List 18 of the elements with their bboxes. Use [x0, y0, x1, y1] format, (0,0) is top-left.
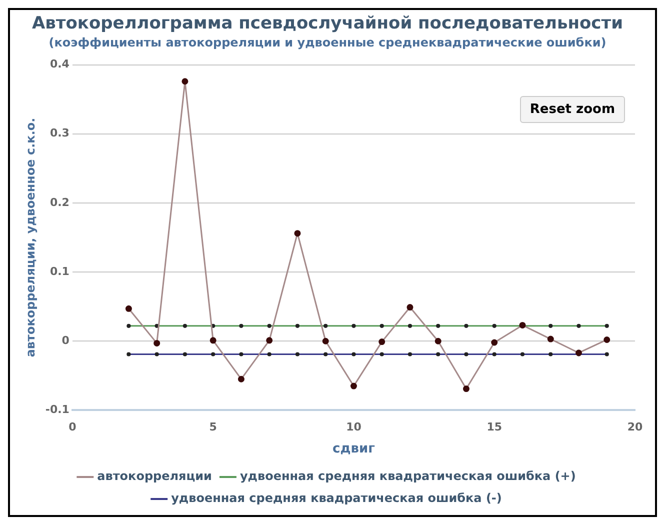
- x-tick-label: 5: [209, 420, 217, 434]
- legend-label: автокорреляции: [97, 469, 212, 484]
- y-tick-label: 0.3: [50, 126, 70, 140]
- chart-title: Автокореллограмма псевдослучайной последовательности: [32, 14, 624, 34]
- y-tick-label: 0.1: [50, 264, 70, 278]
- y-tick-label: -0.1: [45, 403, 70, 416]
- x-axis-title: сдвиг: [332, 442, 376, 457]
- x-tick-label: 15: [486, 420, 502, 434]
- y-tick-label: 0.4: [50, 58, 70, 71]
- legend-label: удвоенная средняя квадратическая ошибка (-): [171, 491, 502, 506]
- x-tick-label: 20: [627, 420, 643, 434]
- x-tick-label: 10: [346, 420, 362, 434]
- y-axis-title: автокорреляции, удвоенное с.к.о.: [23, 118, 38, 358]
- y-tick-label: 0.2: [50, 196, 70, 209]
- y-tick-label: 0: [62, 334, 70, 347]
- reset-zoom-button: Reset zoom: [520, 96, 625, 123]
- legend-label: удвоенная средняя квадратическая ошибка (+): [240, 469, 576, 484]
- chart-subtitle: (коэффициенты автокорреляции и удвоенные среднеквадратические ошибки): [48, 36, 606, 50]
